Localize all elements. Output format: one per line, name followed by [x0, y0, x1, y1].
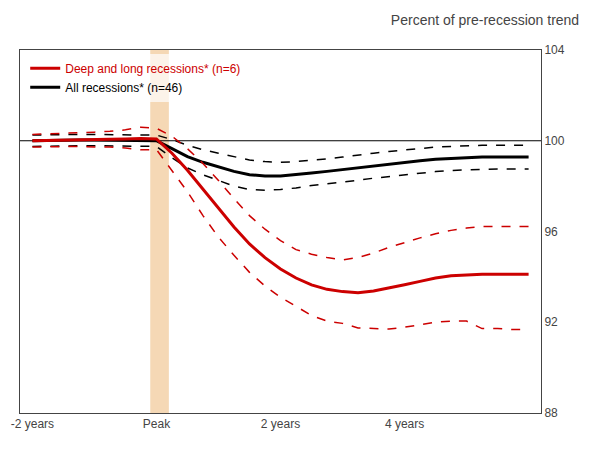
svg-text:Peak: Peak: [143, 417, 171, 431]
svg-text:-2 years: -2 years: [11, 417, 54, 431]
svg-text:Deep and long recessions* (n=6: Deep and long recessions* (n=6): [65, 62, 240, 76]
svg-text:100: 100: [544, 134, 564, 148]
svg-text:4 years: 4 years: [385, 417, 424, 431]
svg-text:104: 104: [544, 43, 564, 57]
svg-text:96: 96: [544, 225, 558, 239]
svg-text:Percent of pre-recession trend: Percent of pre-recession trend: [391, 12, 579, 28]
svg-text:92: 92: [544, 315, 558, 329]
svg-text:2 years: 2 years: [261, 417, 300, 431]
svg-text:All recessions* (n=46): All recessions* (n=46): [65, 81, 182, 95]
svg-text:88: 88: [544, 406, 558, 420]
